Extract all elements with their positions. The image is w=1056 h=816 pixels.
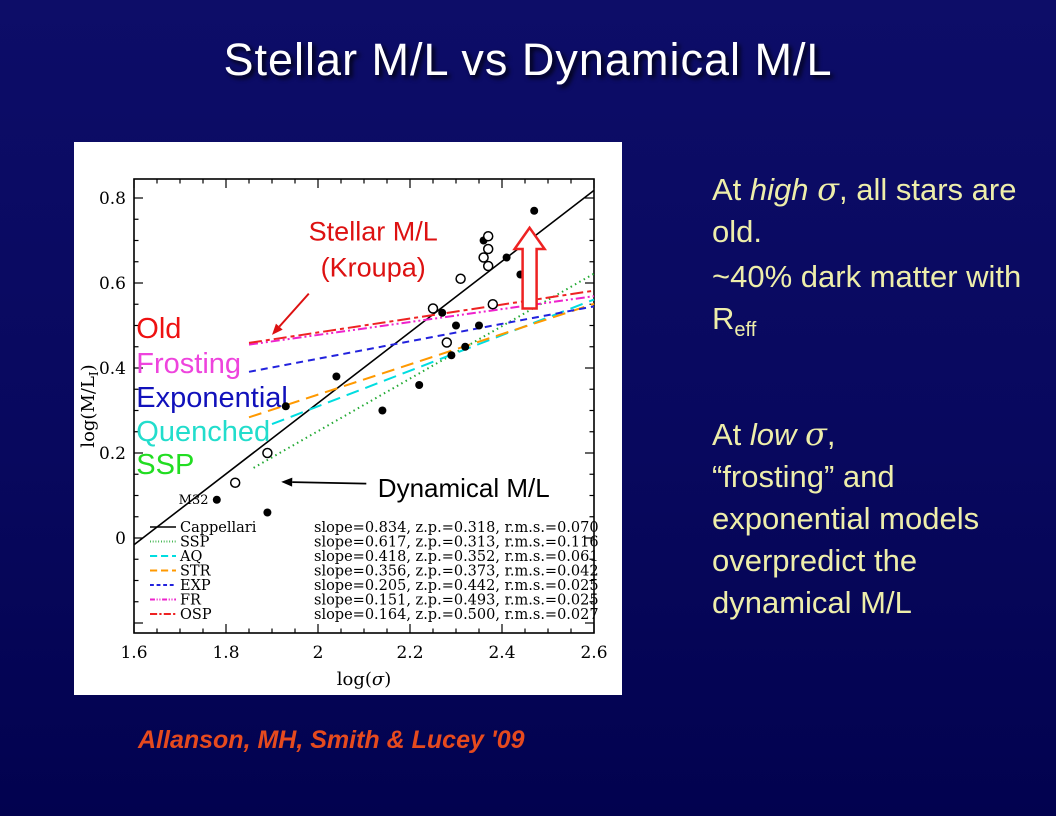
fit-line-aq	[271, 298, 595, 426]
svg-text:0: 0	[115, 529, 126, 549]
svg-text:0.6: 0.6	[99, 274, 126, 294]
y-axis-label: log(M/LI)	[78, 364, 101, 447]
legend-name: AQ	[179, 549, 202, 565]
offset-arrow	[512, 225, 548, 310]
right-text-paragraph: ~40% dark matter with Reff	[712, 259, 1022, 341]
annotations: Stellar M/L (Kroupa) Dynamical M/L M32	[179, 217, 550, 509]
data-point-filled	[415, 381, 424, 389]
tick-labels: 1.6 1.8 2 2.2 2.4 2.6 0 0.2 0.4 0.6 0.8	[99, 189, 608, 663]
legend-params: slope=0.151, z.p.=0.493, r.m.s.=0.025	[314, 593, 599, 609]
right-text-paragraph: “frosting” and exponential models overpr…	[712, 459, 980, 620]
fit-line-ssp	[253, 272, 595, 469]
model-label-ssp: SSP	[136, 449, 194, 481]
svg-text:2.2: 2.2	[396, 643, 423, 663]
m32-label: M32	[179, 493, 209, 508]
scatter-plot: 1.6 1.8 2 2.2 2.4 2.6 0 0.2 0.4 0.6 0.8 log(σ) log(M…	[78, 178, 608, 690]
legend-params: slope=0.834, z.p.=0.318, r.m.s.=0.070	[314, 520, 599, 536]
model-label-exponential: Exponential	[136, 382, 288, 414]
data-point-filled	[332, 372, 341, 381]
data-point-filled	[502, 253, 511, 262]
data-point-filled	[212, 495, 221, 504]
legend-params: slope=0.356, z.p.=0.373, r.m.s.=0.042	[314, 564, 599, 580]
data-point-open	[478, 252, 489, 263]
svg-text:0.8: 0.8	[99, 189, 126, 209]
data-points	[212, 206, 539, 517]
data-point-open	[487, 299, 499, 310]
data-point-filled	[475, 321, 483, 330]
legend-params: slope=0.164, z.p.=0.500, r.m.s.=0.027	[314, 607, 599, 623]
citation: Allanson, MH, Smith & Lucey '09	[138, 726, 525, 754]
legend-name: SSP	[180, 535, 210, 551]
svg-text:1.8: 1.8	[212, 643, 239, 663]
data-point-filled	[263, 508, 272, 517]
data-point-open	[441, 337, 453, 348]
data-point-filled	[461, 342, 470, 351]
model-label-old: Old	[136, 313, 181, 345]
right-text-paragraph: At high σ, all stars are old.	[712, 170, 1017, 249]
legend-name: Cappellari	[180, 520, 257, 536]
model-label-quenched: Quenched	[136, 416, 270, 448]
legend-params: slope=0.205, z.p.=0.442, r.m.s.=0.025	[314, 578, 599, 594]
stellar-ml-label: Stellar M/L	[309, 217, 438, 247]
svg-text:2.6: 2.6	[580, 643, 607, 663]
data-point-filled	[447, 351, 456, 360]
data-point-filled	[438, 308, 447, 317]
legend-name: EXP	[180, 578, 211, 594]
right-text-block: At high σ, all stars are old. ~40% dark m…	[712, 168, 1042, 624]
data-point-filled	[452, 321, 460, 330]
legend-params: slope=0.418, z.p.=0.352, r.m.s.=0.061	[314, 549, 599, 565]
data-point-open	[262, 447, 273, 459]
svg-text:1.6: 1.6	[120, 643, 147, 663]
data-point-open	[455, 273, 466, 284]
data-point-open	[482, 231, 494, 242]
svg-text:0.4: 0.4	[99, 359, 126, 379]
model-label-frosting: Frosting	[136, 348, 241, 380]
slide-title: Stellar M/L vs Dynamical M/L	[223, 34, 833, 85]
dynamical-ml-label: Dynamical M/L	[378, 473, 550, 503]
data-point-open	[427, 303, 439, 314]
legend-name: OSP	[180, 607, 212, 623]
data-point-filled	[530, 206, 539, 215]
legend-name: FR	[180, 593, 202, 609]
fit-line-exp	[248, 305, 595, 373]
fit-legend: Cappellari slope=0.834, z.p.=0.318, r.m.s…	[150, 520, 599, 623]
data-point-filled	[378, 406, 387, 415]
data-point-open	[229, 477, 241, 488]
stellar-ml-label2: (Kroupa)	[321, 253, 426, 283]
fit-line-str	[248, 302, 595, 419]
svg-text:2.4: 2.4	[488, 643, 515, 663]
svg-text:0.2: 0.2	[99, 444, 126, 464]
x-axis-label: log(σ)	[337, 669, 391, 690]
data-point-open	[482, 243, 494, 255]
legend-params: slope=0.617, z.p.=0.313, r.m.s.=0.116	[314, 535, 599, 551]
axis-labels: log(σ) log(M/LI)	[78, 364, 391, 690]
data-point-open	[482, 260, 494, 272]
fit-line-osp	[248, 289, 595, 344]
legend-name: STR	[180, 564, 212, 580]
right-text-paragraph: At low σ,	[712, 415, 836, 453]
figure-panel: 1.6 1.8 2 2.2 2.4 2.6 0 0.2 0.4 0.6 0.8 log(σ) log(M…	[74, 142, 622, 695]
svg-text:2: 2	[313, 643, 324, 663]
data-point-filled	[281, 402, 290, 411]
